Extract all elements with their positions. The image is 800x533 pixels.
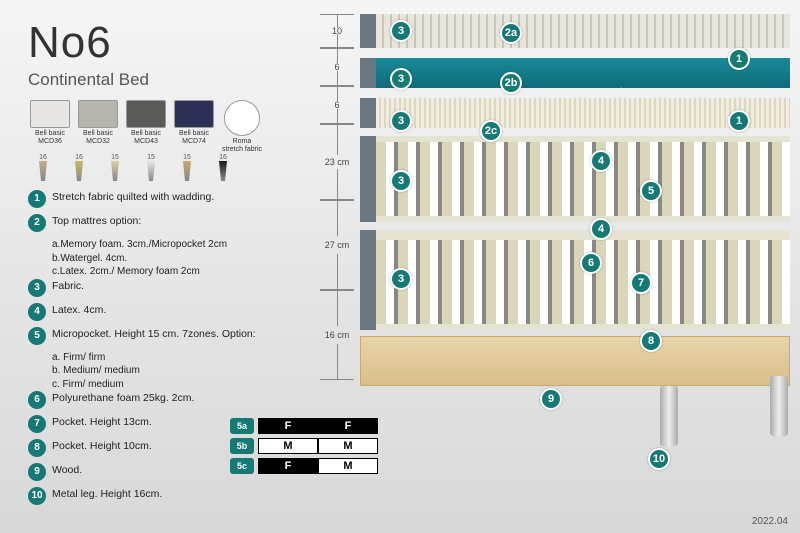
legend-badge: 4: [28, 303, 46, 321]
leg-option: 15: [100, 154, 130, 181]
page-title: No6: [28, 18, 112, 68]
swatch: Bell basicMCD43: [124, 100, 168, 153]
diagram-marker: 7: [630, 272, 652, 294]
diagram-marker: 9: [540, 388, 562, 410]
diagram-marker: 4: [590, 218, 612, 240]
leg-option: 15: [136, 154, 166, 181]
dimension-label: 27 cm: [320, 200, 354, 290]
legend-item: 10Metal leg. Height 16cm.: [28, 487, 318, 505]
legend-badge: 5: [28, 327, 46, 345]
legend-item: 6Polyurethane foam 25kg. 2cm.: [28, 391, 318, 409]
leg-option: 15: [172, 154, 202, 181]
diagram-marker: 3: [390, 268, 412, 290]
legend-badge: 7: [28, 415, 46, 433]
dimension-label: 16 cm: [320, 290, 354, 380]
legend-item: 2Top mattres option:: [28, 214, 318, 232]
legend-item: 1Stretch fabric quilted with wadding.: [28, 190, 318, 208]
legend-badge: 1: [28, 190, 46, 208]
legend-item: 4Latex. 4cm.: [28, 303, 318, 321]
legend-badge: 9: [28, 463, 46, 481]
leg-option: 16: [64, 154, 94, 181]
leg-option: 16: [28, 154, 58, 181]
dimension-label: 23 cm: [320, 124, 354, 200]
diagram-marker: 1: [728, 48, 750, 70]
diagram-marker: 3: [390, 110, 412, 132]
diagram-marker: 2c: [480, 120, 502, 142]
fabric-swatches: Bell basicMCD36Bell basicMCD32Bell basic…: [28, 100, 264, 153]
leg-options: 161615151516: [28, 154, 238, 181]
swatch: Bell basicMCD36: [28, 100, 72, 153]
swatch: Bell basicMCD74: [172, 100, 216, 153]
diagram-marker: 10: [648, 448, 670, 470]
date-stamp: 2022.04: [752, 516, 788, 527]
swatch: Bell basicMCD32: [76, 100, 120, 153]
diagram-marker: 2a: [500, 22, 522, 44]
dimension-label: 10: [320, 14, 354, 48]
legend-badge: 2: [28, 214, 46, 232]
diagram-marker: 8: [640, 330, 662, 352]
diagram-marker: 3: [390, 170, 412, 192]
page-subtitle: Continental Bed: [28, 70, 149, 90]
diagram-marker: 4: [590, 150, 612, 172]
legend-badge: 3: [28, 279, 46, 297]
dimension-label: 6: [320, 86, 354, 124]
diagram-marker: 3: [390, 68, 412, 90]
legend-badge: 6: [28, 391, 46, 409]
diagram-marker: 5: [640, 180, 662, 202]
legend-item: 3Fabric.: [28, 279, 318, 297]
legend-badge: 8: [28, 439, 46, 457]
bed-diagram: 106623 cm27 cm16 cm: [330, 0, 800, 533]
diagram-marker: 2b: [500, 72, 522, 94]
diagram-marker: 1: [728, 110, 750, 132]
diagram-marker: 6: [580, 252, 602, 274]
swatch: Romastretch fabric: [220, 100, 264, 153]
legend-badge: 10: [28, 487, 46, 505]
leg-option: 16: [208, 154, 238, 181]
diagram-marker: 3: [390, 20, 412, 42]
legend-item: 5Micropocket. Height 15 cm. 7zones. Opti…: [28, 327, 318, 345]
dimension-label: 6: [320, 48, 354, 86]
